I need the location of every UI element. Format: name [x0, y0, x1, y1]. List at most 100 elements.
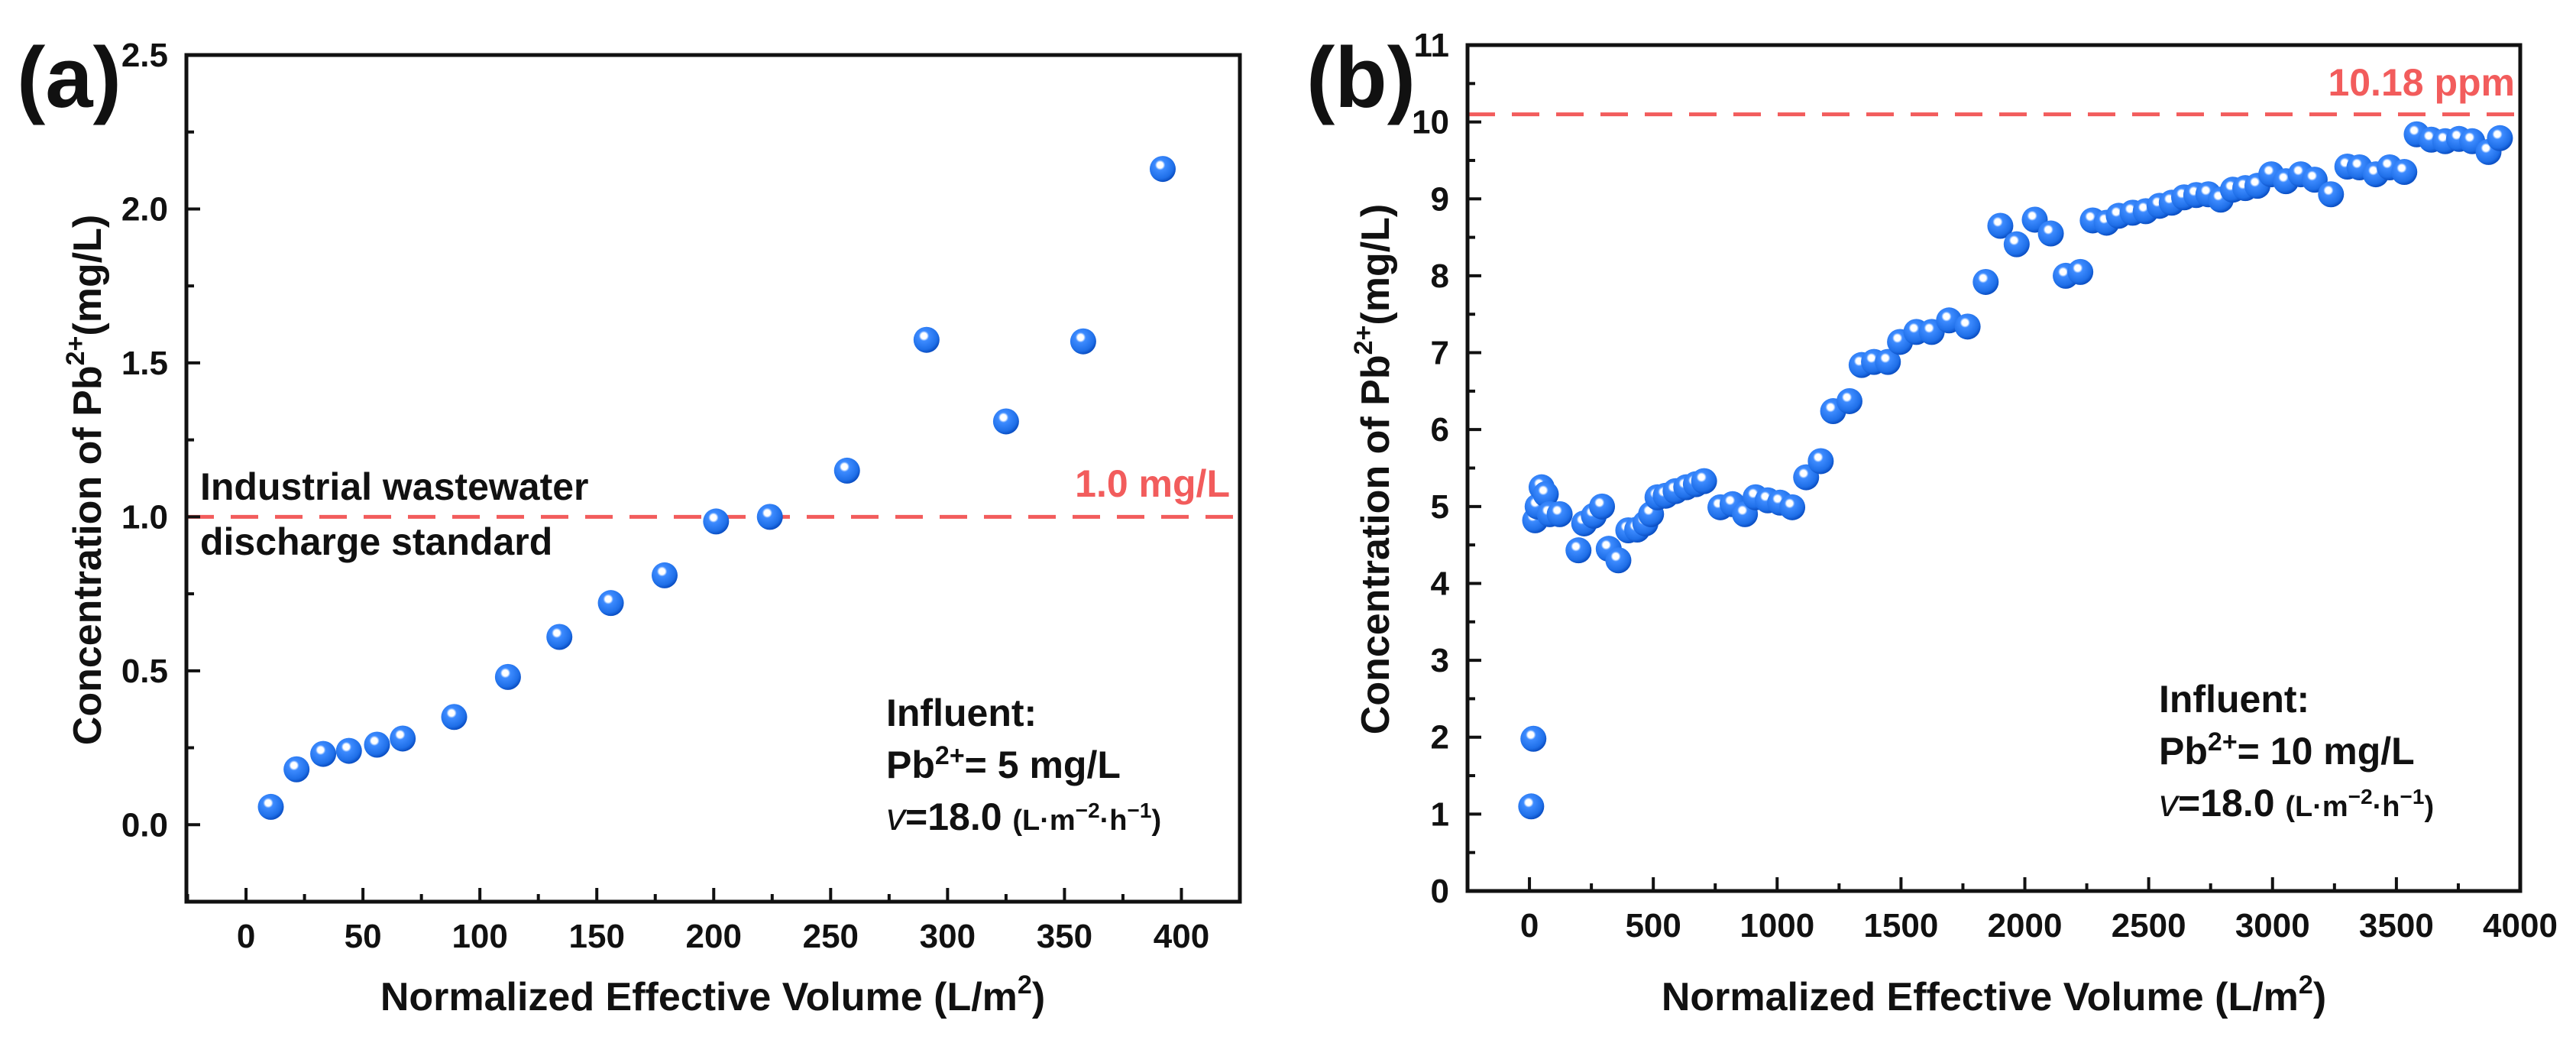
- data-point: [1149, 156, 1176, 183]
- y-tick-label: 11: [1413, 27, 1449, 64]
- y-axis-title-sup: 2+: [61, 336, 90, 366]
- x-tick-label: 300: [920, 918, 976, 955]
- y-tick-label: 3: [1431, 642, 1449, 679]
- data-point: [283, 756, 310, 782]
- influent-box-b: Influent: Pb2+= 10 mg/L v=18.0 (L·m−2·h−…: [2159, 678, 2434, 825]
- x-axis-title-sup: 2: [1018, 970, 1032, 1000]
- x-axis-title-text: Normalized Effective Volume (L/m: [1662, 975, 2299, 1019]
- influent-flux: v=18.0 (L·m−2·h−1): [886, 795, 1161, 838]
- data-point: [1779, 494, 1806, 520]
- influent-pb-label: Pb: [886, 744, 935, 786]
- y-tick-label: 7: [1431, 335, 1449, 372]
- influent-v-value: =18.0: [2178, 782, 2285, 825]
- influent-box-a: Influent: Pb2+= 5 mg/L v=18.0 (L·m−2·h−1…: [886, 692, 1161, 838]
- data-point: [335, 737, 362, 764]
- x-axis-title-end: ): [2313, 975, 2326, 1019]
- y-axis-title-b: Concentration of Pb2+(mg/L): [1349, 204, 1398, 734]
- x-tick-label: 1000: [1739, 907, 1814, 944]
- data-point: [1532, 481, 1559, 507]
- data-point: [1546, 501, 1573, 527]
- data-point: [390, 725, 416, 752]
- x-tick-label: 1500: [1863, 907, 1938, 944]
- data-point: [1836, 387, 1862, 414]
- y-tick-label: 2: [1431, 719, 1449, 757]
- chart-a-marks: 0 50 100 150 200 250 300 350 400 0.0 0.5 1.0 1.5 2.0 2…: [121, 37, 1242, 955]
- influent-pb: Pb2+= 5 mg/L: [886, 741, 1121, 786]
- y-axis-title-a: Concentration of Pb2+(mg/L): [61, 215, 110, 745]
- influent-v: v: [886, 795, 908, 838]
- data-point: [310, 740, 337, 767]
- influent-pb-sup: 2+: [935, 741, 965, 770]
- influent-unit-sup: −2: [2348, 785, 2373, 808]
- data-point: [257, 793, 284, 820]
- data-point: [1518, 793, 1545, 820]
- y-tick-label: 0.0: [121, 806, 168, 844]
- annotation-line-1: Industrial wastewater: [200, 465, 589, 508]
- reference-label-b: 10.18 ppm: [2328, 61, 2515, 104]
- plot-frame: [1465, 43, 2523, 893]
- data-point: [1987, 212, 2014, 239]
- annotation-line-2: discharge standard: [200, 520, 552, 563]
- influent-v: v: [2159, 782, 2180, 825]
- influent-unit-sup: −2: [1076, 799, 1100, 822]
- data-point: [1954, 313, 1981, 340]
- y-tick-label: 4: [1431, 565, 1450, 602]
- influent-pb-value: = 5 mg/L: [965, 744, 1121, 786]
- panel-label-b: (b): [1306, 30, 1416, 125]
- data-point: [597, 590, 624, 617]
- influent-title: Influent:: [886, 692, 1037, 734]
- influent-title: Influent:: [2159, 678, 2309, 721]
- x-tick-label: 500: [1625, 907, 1681, 944]
- data-point: [1875, 348, 1901, 375]
- data-point: [703, 508, 730, 535]
- data-point: [2318, 181, 2345, 208]
- y-axis-title-end: (mg/L): [66, 215, 110, 336]
- y-tick-label: 5: [1431, 488, 1449, 526]
- data-point: [1565, 537, 1592, 564]
- y-tick-label: 1: [1431, 795, 1449, 833]
- y-tick-label: 0: [1431, 873, 1449, 910]
- chart-b-marks: 0 500 1000 1500 2000 2500 3000 3500 4000 0 1 2 3 4 5 6 7…: [1412, 27, 2558, 944]
- x-axis-title-b: Normalized Effective Volume (L/m2): [1662, 970, 2326, 1019]
- influent-unit: ): [2424, 791, 2434, 823]
- y-tick-label: 10: [1412, 104, 1449, 141]
- y-tick-label: 1.0: [121, 498, 168, 536]
- data-point: [1605, 547, 1632, 574]
- influent-unit: (L·m: [2285, 791, 2348, 823]
- x-tick-label: 400: [1154, 918, 1209, 955]
- influent-unit-sup: −1: [2400, 785, 2425, 808]
- data-point: [1691, 468, 1717, 494]
- y-tick-label: 6: [1431, 411, 1449, 449]
- x-axis-title-end: ): [1032, 975, 1045, 1019]
- influent-unit: ): [1151, 805, 1161, 837]
- x-tick-label: 50: [345, 918, 382, 955]
- influent-pb-sup: 2+: [2208, 727, 2238, 757]
- y-tick-label: 2.5: [121, 37, 168, 74]
- data-point: [2037, 220, 2064, 247]
- x-tick-label: 0: [237, 918, 255, 955]
- chart-b: (b) 0 500 1000 1500 2000 2500 3000 3500 4000 0 1 2 3…: [1306, 27, 2558, 1019]
- data-point: [546, 624, 573, 650]
- data-point: [1972, 268, 1999, 295]
- data-point: [756, 504, 783, 530]
- influent-unit-sup: −1: [1128, 799, 1152, 822]
- x-tick-label: 150: [569, 918, 625, 955]
- y-tick-label: 2.0: [121, 190, 168, 228]
- y-tick-label: 9: [1431, 180, 1449, 218]
- y-axis-title-text: Concentration of Pb: [1354, 355, 1398, 734]
- data-point: [364, 731, 390, 758]
- data-point: [1589, 493, 1616, 520]
- data-point: [1807, 448, 1834, 475]
- panel-label-a: (a): [17, 30, 121, 125]
- x-tick-label: 3500: [2359, 907, 2434, 944]
- influent-flux: v=18.0 (L·m−2·h−1): [2159, 782, 2434, 825]
- x-tick-label: 0: [1520, 907, 1539, 944]
- x-axis-title-sup: 2: [2299, 970, 2313, 1000]
- data-point: [651, 562, 678, 588]
- y-tick-label: 0.5: [121, 653, 168, 690]
- data-point: [2391, 159, 2418, 186]
- y-axis-title-text: Concentration of Pb: [66, 365, 110, 745]
- x-axis-title-text: Normalized Effective Volume (L/m: [380, 975, 1018, 1019]
- x-tick-label: 250: [803, 918, 859, 955]
